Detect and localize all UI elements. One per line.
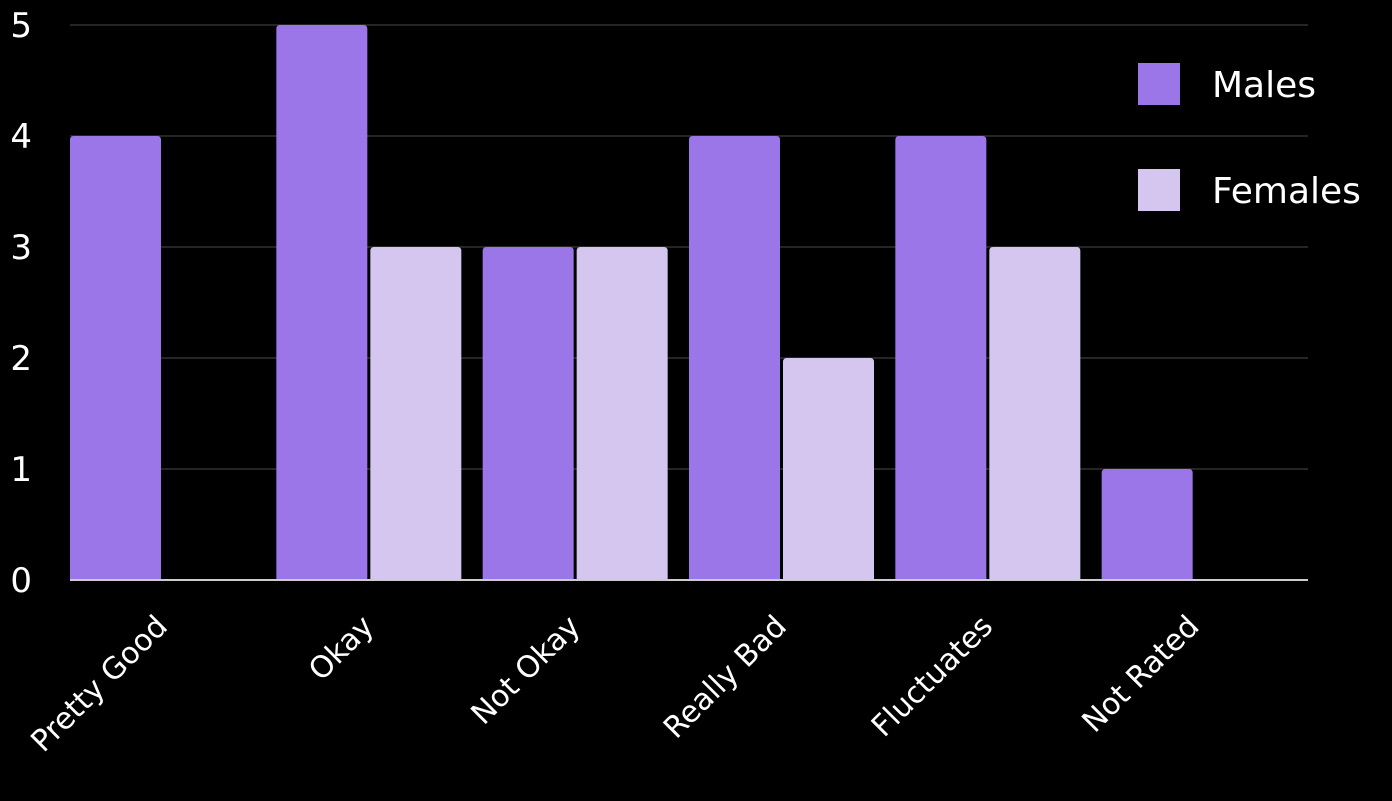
bars [70, 25, 1193, 580]
bar-males-not-rated [1101, 469, 1193, 580]
y-tick-label: 5 [10, 6, 32, 46]
y-axis-ticks: 0 1 2 3 4 5 [10, 6, 32, 601]
bar-females-okay [370, 247, 462, 580]
legend: Males Females [1138, 63, 1361, 212]
y-tick-label: 2 [10, 339, 32, 379]
bar-males-fluctuates [895, 136, 987, 580]
y-tick-label: 1 [10, 450, 32, 490]
bar-males-really-bad [689, 136, 780, 580]
bar-females-really-bad [783, 358, 874, 580]
legend-swatch-males [1138, 63, 1180, 105]
bar-males-not-okay [482, 247, 574, 580]
bar-females-not-okay [576, 247, 668, 580]
bar-females-fluctuates [989, 247, 1081, 580]
y-tick-label: 4 [10, 117, 32, 157]
y-tick-label: 3 [10, 228, 32, 268]
legend-label-females: Females [1212, 171, 1361, 212]
bar-males-okay [276, 25, 368, 580]
y-tick-label: 0 [10, 561, 32, 601]
bar-males-pretty-good [70, 136, 161, 580]
legend-swatch-females [1138, 169, 1180, 211]
legend-label-males: Males [1212, 65, 1316, 106]
